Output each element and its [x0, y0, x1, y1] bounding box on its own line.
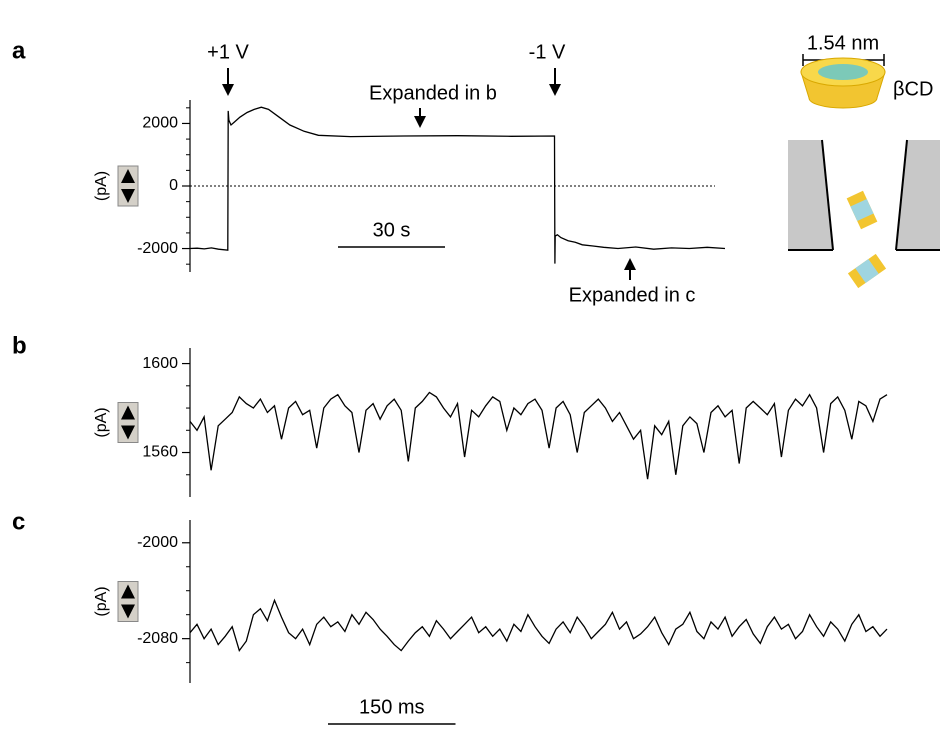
y-tick-label: 1560 — [142, 444, 178, 461]
spinner-up — [121, 405, 135, 420]
spinner-icon — [117, 581, 139, 622]
spinner-icon — [117, 402, 139, 443]
y-tick-label: 0 — [169, 177, 178, 194]
spinner-box — [117, 581, 139, 622]
spinner-up — [121, 169, 135, 183]
annotation: -1 V — [529, 41, 566, 63]
panel-letter: c — [12, 508, 25, 535]
trace — [189, 106, 726, 264]
annotation: +1 V — [207, 41, 249, 63]
y-axis-label: (pA) — [93, 407, 110, 437]
spinner-down — [121, 189, 135, 203]
annotation: Expanded in b — [369, 82, 497, 104]
y-axis-label: (pA) — [93, 171, 110, 201]
annotation: Expanded in c — [569, 284, 696, 306]
y-axis-label: (pA) — [93, 586, 110, 616]
y-tick-label: 2000 — [142, 115, 178, 132]
scale-bar-label: 150 ms — [359, 696, 425, 718]
spinner-box — [117, 402, 139, 443]
panel-letter: b — [12, 332, 27, 359]
y-tick-label: -2000 — [137, 240, 178, 257]
molecule-label: βCD — [893, 78, 933, 100]
panel-letter: a — [12, 37, 26, 64]
cyclodextrin-diagram: 1.54 nm βCD — [788, 32, 940, 289]
y-tick-label: 1600 — [142, 355, 178, 372]
trace — [189, 598, 888, 653]
trace — [189, 391, 888, 480]
spinner-up — [121, 584, 135, 599]
scale-bar-label: 30 s — [373, 219, 411, 241]
spinner-icon — [117, 165, 139, 207]
dimension-label: 1.54 nm — [807, 32, 879, 54]
arrows — [222, 68, 636, 280]
y-tick-label: -2000 — [137, 534, 178, 551]
y-tick-label: -2080 — [137, 630, 178, 647]
spinner-box — [117, 165, 139, 207]
spinner-down — [121, 425, 135, 440]
spinner-down — [121, 604, 135, 619]
